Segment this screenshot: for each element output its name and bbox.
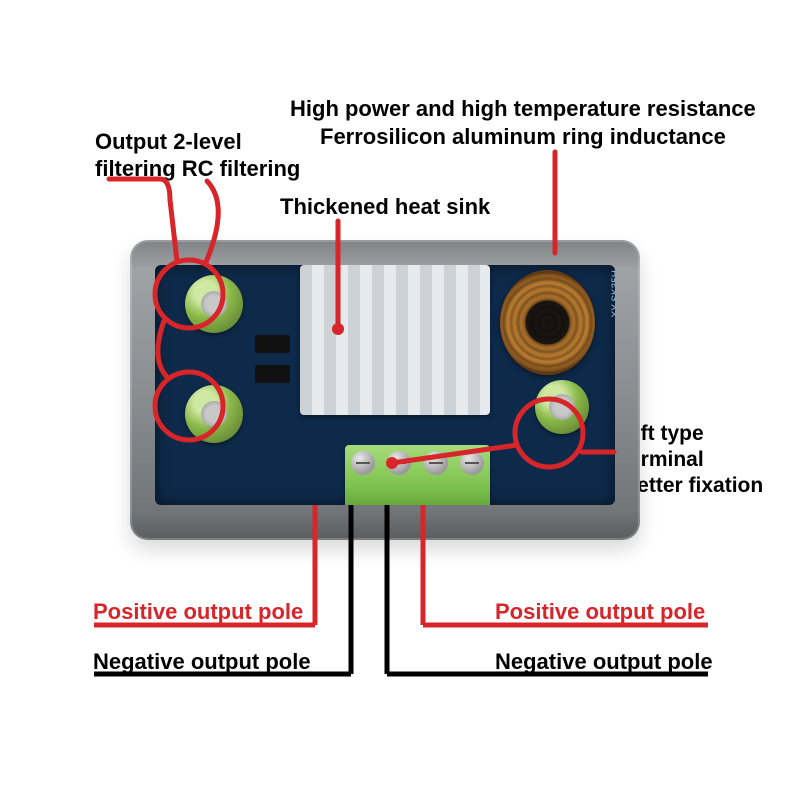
capacitor-right [535, 380, 589, 434]
inductor-ring [500, 270, 595, 375]
pcb-label: XY-SK35H [610, 270, 615, 317]
label-pos-output-left: Positive output pole [93, 598, 303, 627]
module-board: XY-SK35H [130, 240, 640, 540]
terminal-screw-4 [460, 451, 484, 475]
chip-2 [255, 365, 290, 383]
chip-1 [255, 335, 290, 353]
label-high-power-l1: High power and high temperature resistan… [290, 95, 756, 124]
module-pcb: XY-SK35H [155, 265, 615, 505]
label-neg-output-right: Negative output pole [495, 648, 713, 677]
label-neg-output-left: Negative output pole [93, 648, 311, 677]
label-heatsink: Thickened heat sink [280, 193, 490, 222]
label-output-filtering-l1: Output 2-level [95, 128, 242, 157]
label-high-power-l2: Ferrosilicon aluminum ring inductance [320, 123, 726, 152]
terminal-screw-3 [424, 451, 448, 475]
capacitor-bottom [185, 385, 243, 443]
terminal-screw-2 [387, 451, 411, 475]
terminal-block [345, 445, 490, 505]
terminal-screw-1 [351, 451, 375, 475]
label-lift-type-l3: Better fixation [622, 472, 763, 499]
label-output-filtering-l2: filtering RC filtering [95, 155, 300, 184]
label-pos-output-right: Positive output pole [495, 598, 705, 627]
capacitor-top [185, 275, 243, 333]
heatsink [300, 265, 490, 415]
